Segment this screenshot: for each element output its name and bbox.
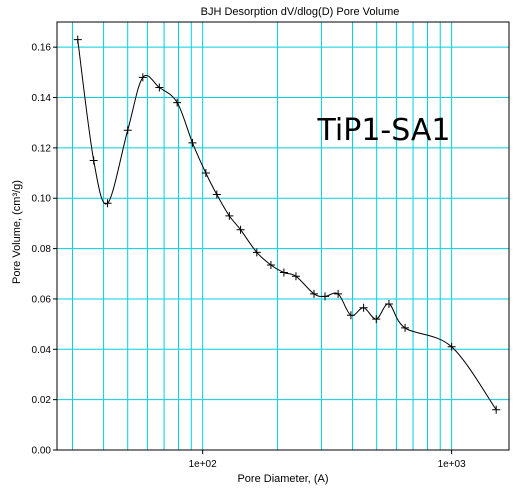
y-axis-ticks: 0.00 0.02 0.04 0.06 0.08 0.10 0.12 0.14 0.16	[32, 43, 57, 457]
sample-annotation: TiP1-SA1	[317, 113, 451, 148]
data-point	[123, 126, 132, 135]
data-point	[103, 199, 112, 208]
data-point	[291, 272, 300, 281]
data-point	[188, 138, 197, 147]
data-point	[309, 289, 318, 298]
y-tick-label: 0.06	[32, 294, 52, 305]
y-tick-label: 0.08	[32, 244, 52, 255]
y-tick-label: 0.16	[32, 43, 52, 54]
data-markers	[73, 35, 501, 414]
data-point	[346, 311, 355, 320]
plot-frame	[56, 21, 510, 451]
data-point	[372, 315, 381, 324]
y-tick-label: 0.02	[32, 395, 52, 406]
x-axis-label: Pore Diameter, (A)	[237, 473, 328, 485]
data-point	[173, 98, 182, 107]
y-tick-label: 0.10	[32, 194, 52, 205]
data-point	[334, 289, 343, 298]
data-point	[266, 260, 275, 269]
data-point	[320, 292, 329, 301]
data-point	[359, 303, 368, 312]
data-point	[89, 156, 98, 165]
data-point	[384, 299, 393, 308]
data-point	[138, 73, 147, 82]
data-point	[279, 268, 288, 277]
y-axis-label: Pore Volume, (cm³/g)	[11, 180, 23, 284]
x-tick-label: 1e+02	[189, 459, 218, 470]
series-line	[77, 39, 497, 410]
data-point	[225, 211, 234, 220]
data-point	[447, 342, 456, 351]
data-point	[492, 405, 501, 414]
y-tick-label: 0.14	[32, 93, 52, 104]
data-point	[73, 35, 82, 44]
x-axis-ticks: 1e+02 1e+03	[189, 450, 466, 470]
data-point	[212, 190, 221, 199]
data-point	[252, 248, 261, 257]
grid-horizontal-lines	[57, 46, 509, 451]
x-tick-label: 1e+03	[438, 459, 467, 470]
data-point	[401, 323, 410, 332]
data-point	[236, 225, 245, 234]
y-tick-label: 0.00	[32, 446, 52, 457]
data-point	[201, 169, 210, 178]
y-tick-label: 0.12	[32, 143, 52, 154]
grid-vertical-lines	[71, 22, 453, 450]
chart-title: BJH Desorption dV/dlog(D) Pore Volume	[201, 6, 400, 18]
y-tick-label: 0.04	[32, 345, 52, 356]
data-point	[155, 83, 164, 92]
